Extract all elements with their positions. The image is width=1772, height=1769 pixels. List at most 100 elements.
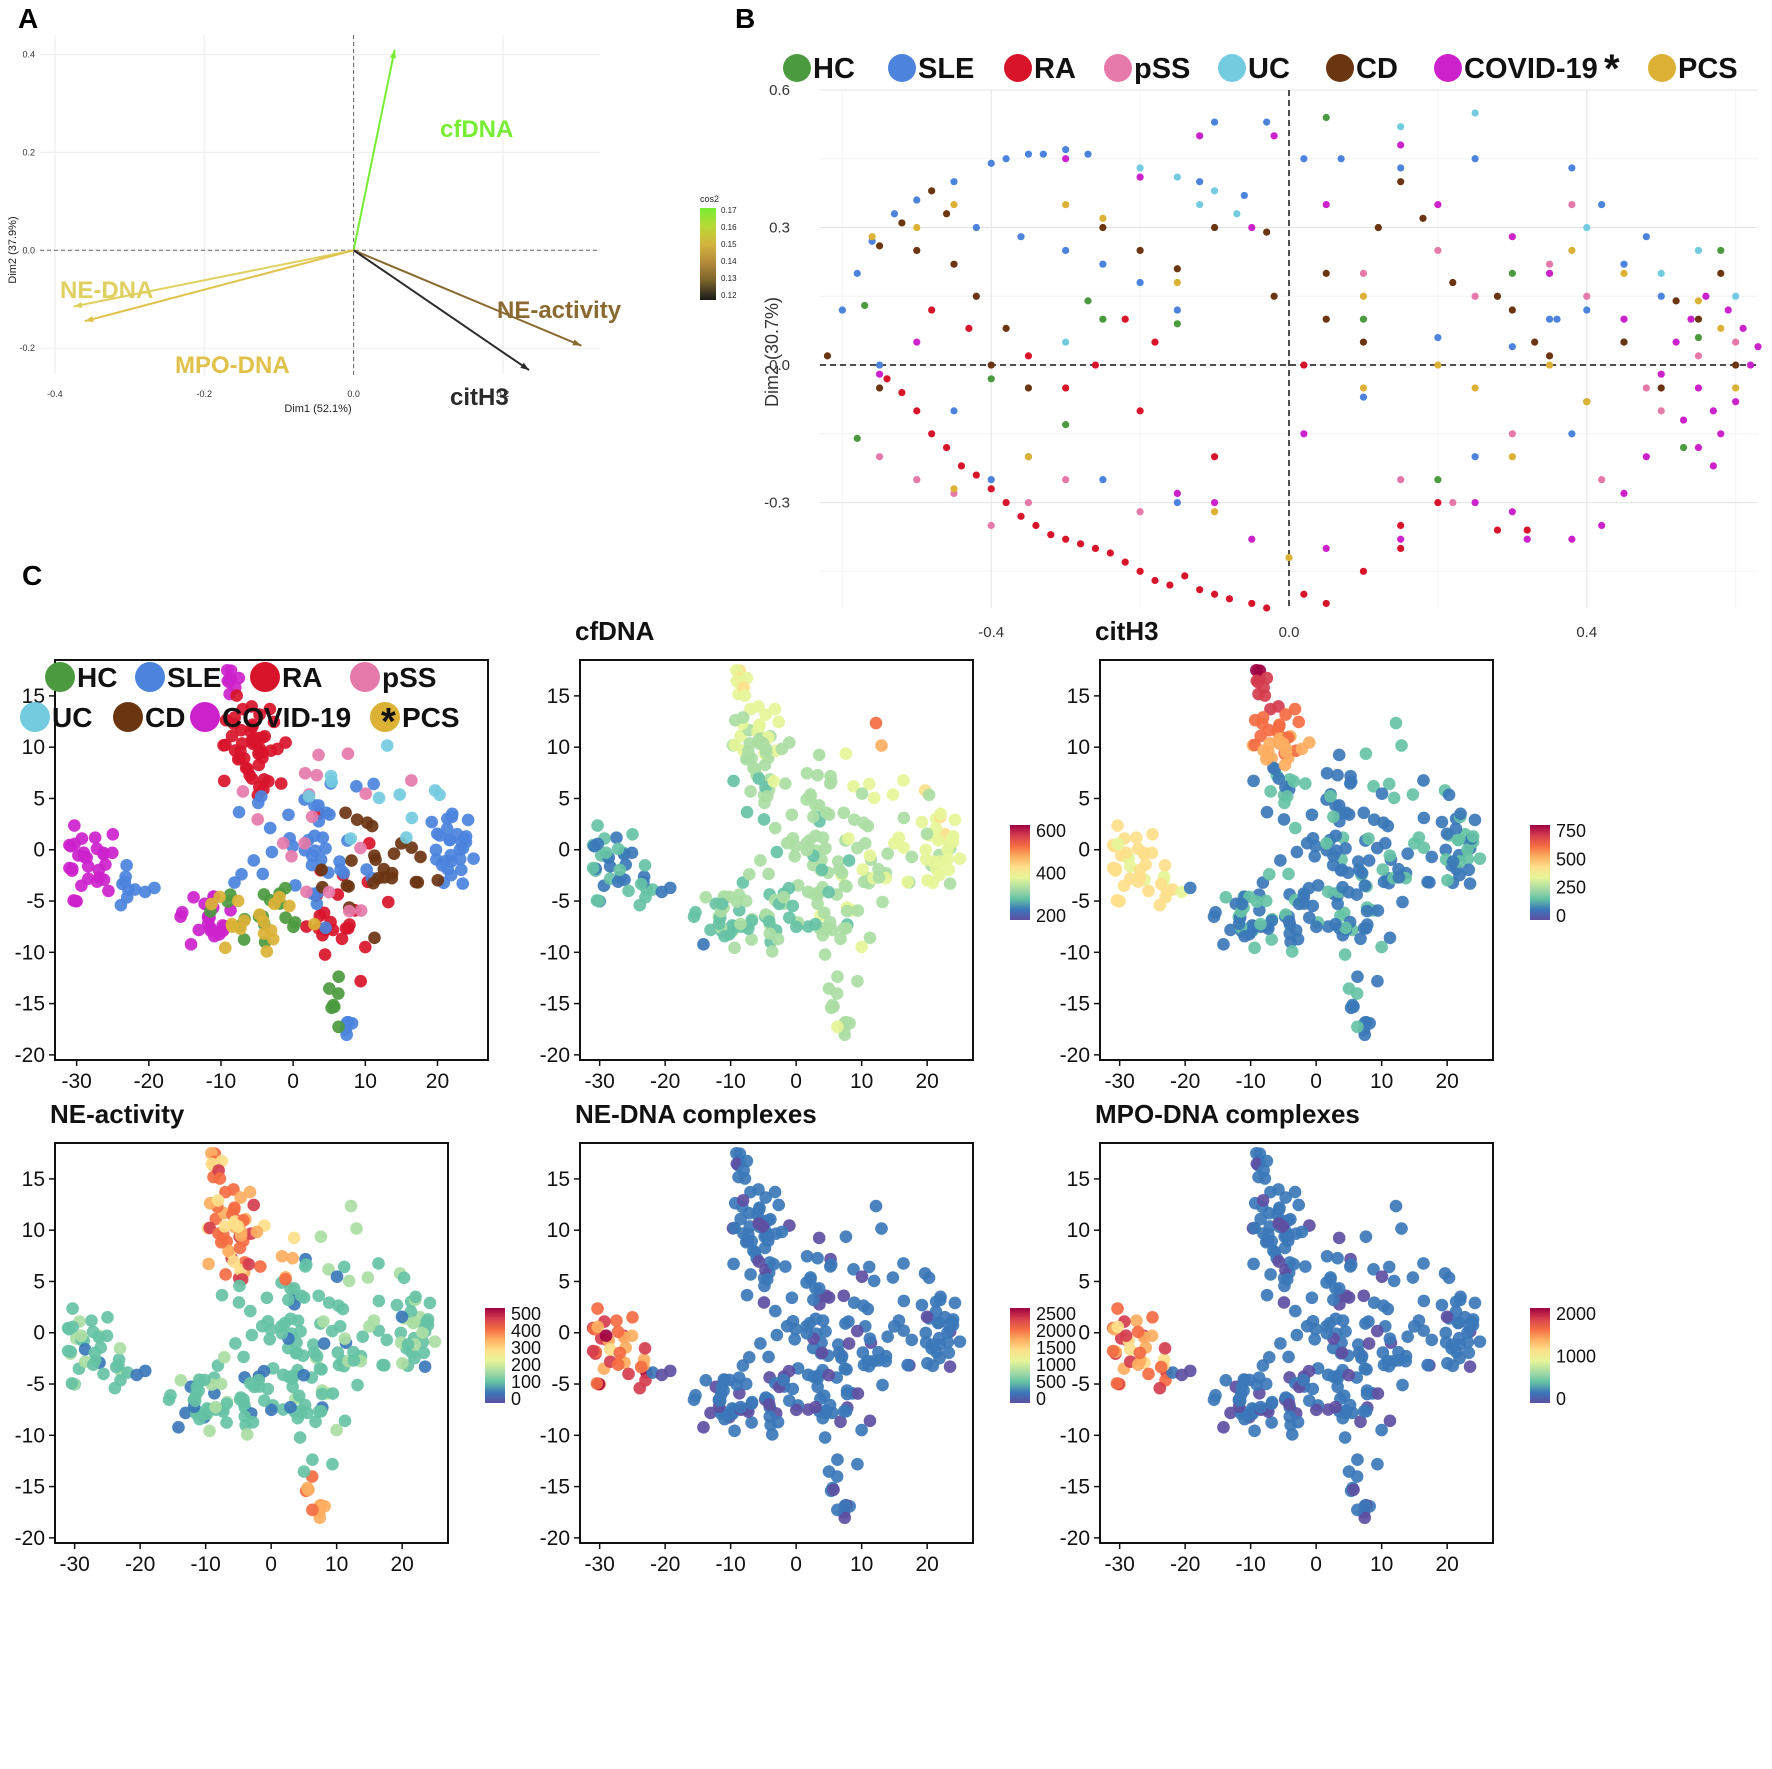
data-point-ra	[1300, 361, 1308, 369]
data-point	[586, 1344, 600, 1358]
colorbar-tick: 0.13	[721, 274, 737, 283]
data-point	[610, 831, 623, 844]
vector-label-cith3: citH3	[450, 384, 509, 411]
data-point	[1473, 1335, 1487, 1348]
data-point	[1331, 768, 1344, 782]
x-tick-label: -20	[134, 1070, 164, 1093]
data-point	[347, 1354, 361, 1367]
data-point	[772, 715, 786, 729]
data-point	[1310, 920, 1323, 934]
colorbar-tick: 0	[1556, 906, 1566, 926]
data-point	[219, 738, 232, 752]
data-point	[233, 1241, 247, 1255]
data-point	[663, 881, 677, 895]
data-point-ra	[987, 485, 995, 493]
data-point	[106, 846, 119, 860]
data-point	[1347, 1000, 1360, 1014]
data-point	[839, 1230, 853, 1243]
data-point	[1344, 775, 1358, 788]
data-point	[1279, 708, 1292, 721]
data-point	[689, 906, 702, 919]
data-point	[1320, 836, 1333, 850]
data-point	[718, 929, 731, 943]
data-point	[827, 1000, 840, 1014]
data-point	[344, 1199, 358, 1213]
data-point	[372, 791, 386, 805]
y-tick-label: 0	[1078, 839, 1090, 862]
x-tick-label: -20	[650, 1553, 680, 1576]
x-tick-label: -30	[584, 1553, 614, 1576]
data-point	[926, 1338, 940, 1351]
data-point	[610, 1314, 623, 1327]
legend-swatch-covid-19	[1434, 54, 1462, 82]
data-point	[1238, 1412, 1251, 1426]
data-point-ra	[1322, 599, 1330, 608]
data-point	[740, 1288, 754, 1302]
data-point	[663, 1364, 677, 1378]
y-tick-label: -20	[540, 1044, 570, 1067]
data-point	[740, 1154, 754, 1168]
data-point	[100, 1329, 114, 1343]
y-tick-label: -20	[1060, 1044, 1090, 1067]
data-point	[1133, 1346, 1147, 1360]
data-point	[763, 927, 777, 940]
data-point	[1387, 1274, 1401, 1288]
data-point-ra	[1024, 352, 1033, 360]
data-point	[811, 768, 824, 782]
data-point	[1440, 827, 1454, 841]
data-point-ra	[1196, 586, 1204, 594]
data-point	[1131, 842, 1145, 856]
data-point	[1297, 1373, 1311, 1387]
y-tick-label: 15	[1067, 685, 1090, 708]
data-point-uc	[1196, 201, 1204, 209]
data-point	[275, 1249, 289, 1263]
data-point	[86, 1325, 100, 1339]
data-point	[307, 1346, 321, 1360]
data-point	[863, 931, 877, 945]
data-point-covid-19	[1702, 292, 1710, 300]
data-point	[739, 1377, 753, 1391]
data-point	[603, 859, 617, 873]
data-point	[1338, 948, 1352, 961]
data-point-covid-19	[1471, 498, 1479, 507]
data-point	[611, 875, 625, 888]
data-point-pcs	[1210, 508, 1219, 516]
data-point	[765, 945, 779, 958]
data-point	[744, 702, 757, 716]
data-point	[1461, 843, 1474, 856]
data-point	[809, 1400, 822, 1414]
data-point	[284, 1312, 297, 1326]
data-point	[286, 1380, 299, 1394]
data-point	[1331, 897, 1344, 911]
data-point	[1273, 1201, 1286, 1214]
data-point	[851, 974, 864, 988]
data-point	[1347, 1483, 1360, 1497]
data-point	[423, 1296, 437, 1310]
data-point	[328, 1000, 341, 1014]
colorbar-tick: 0.15	[721, 240, 737, 249]
data-point-covid-19	[1270, 132, 1278, 140]
x-tick-label: 10	[850, 1070, 873, 1093]
data-point	[777, 890, 791, 904]
data-point	[378, 871, 391, 884]
data-point	[405, 811, 419, 825]
data-point	[184, 938, 198, 951]
data-point	[763, 1410, 777, 1423]
data-point	[294, 1404, 307, 1418]
data-point	[837, 922, 851, 935]
data-point	[842, 1337, 856, 1350]
y-tick-label: 0	[558, 1322, 570, 1345]
data-point	[1248, 941, 1261, 955]
data-point	[1288, 821, 1302, 835]
colorbar-tick: 600	[1036, 821, 1066, 841]
data-point	[736, 1194, 750, 1207]
data-point	[942, 863, 956, 877]
data-point-hc	[861, 301, 869, 310]
data-point-cd	[950, 260, 958, 268]
data-point-pcs	[1694, 297, 1703, 305]
data-point	[736, 711, 750, 724]
data-point-pss	[1545, 260, 1554, 268]
data-point-uc	[1471, 109, 1479, 117]
data-point	[633, 898, 647, 912]
data-point	[265, 845, 279, 859]
